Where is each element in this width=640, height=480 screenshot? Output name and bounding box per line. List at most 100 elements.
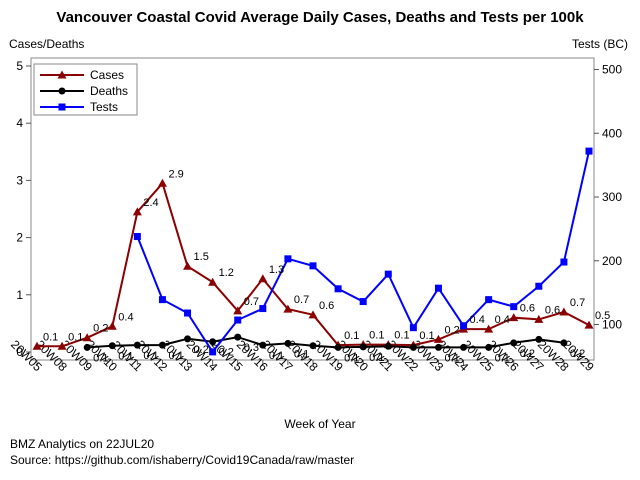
tests-point [535, 282, 543, 290]
deaths-point [158, 341, 166, 349]
tests-point [359, 298, 367, 306]
tests-point [560, 258, 568, 266]
cases-point [57, 341, 67, 350]
tests-point [334, 285, 342, 293]
footnote-source: Source: https://github.com/ishaberry/Cov… [10, 453, 355, 467]
tests-point [384, 270, 392, 278]
y-left-tick-label: 4 [16, 116, 23, 130]
cases-data-label: 2.9 [168, 168, 183, 180]
deaths-data-label: 0.2 [570, 348, 585, 360]
cases-data-label: 0.1 [43, 331, 58, 343]
cases-data-label: 1.5 [194, 251, 209, 263]
legend-deaths-marker [58, 87, 66, 95]
cases-point [132, 207, 142, 216]
cases-point [484, 324, 494, 333]
deaths-data-label: 0.3 [244, 342, 259, 354]
tests-point [510, 303, 518, 311]
deaths-data-label: 0.1 [369, 352, 384, 364]
deaths-data-label: 0.2 [520, 348, 535, 360]
tests-point [485, 296, 493, 304]
deaths-data-label: 0.1 [495, 352, 510, 364]
y-axis-left-label: Cases/Deaths [9, 37, 85, 51]
deaths-point [560, 339, 568, 347]
y-left-tick-label: 0 [16, 345, 23, 359]
y-left-tick-label: 1 [16, 288, 23, 302]
deaths-data-label: 0.1 [269, 350, 284, 362]
deaths-data-label: 0.1 [168, 350, 183, 362]
deaths-data-label: 0.1 [143, 350, 158, 362]
legend-tests-label: Tests [90, 100, 118, 114]
cases-point [107, 321, 117, 330]
tests-point [234, 316, 242, 324]
tests-point [284, 255, 292, 263]
cases-data-label: 2.4 [143, 197, 158, 209]
cases-point [258, 274, 268, 283]
tests-point [434, 284, 442, 292]
cases-data-label: 0.4 [470, 314, 485, 326]
y-right-tick-label: 200 [602, 254, 622, 268]
deaths-data-label: 0.1 [93, 352, 108, 364]
legend-deaths-label: Deaths [90, 84, 128, 98]
deaths-data-label: 0.1 [444, 352, 459, 364]
legend-cases-label: Cases [90, 68, 124, 82]
cases-data-label: 0.7 [570, 297, 585, 309]
tests-point [409, 324, 417, 332]
cases-data-label: 0.1 [369, 330, 384, 342]
cases-point [433, 334, 443, 343]
deaths-point [460, 343, 468, 351]
legend-box [33, 63, 138, 116]
tests-point [158, 296, 166, 304]
cases-point [509, 313, 519, 322]
tests-point [309, 262, 317, 270]
cases-data-label: 0.2 [444, 324, 459, 336]
cases-data-label: 0.6 [545, 304, 560, 316]
cases-point [32, 341, 42, 350]
y-left-tick-label: 5 [16, 59, 23, 73]
cases-point [82, 333, 92, 342]
tests-point [259, 305, 267, 313]
cases-data-label: 0.5 [595, 310, 610, 322]
y-left-tick-label: 3 [16, 173, 23, 187]
cases-data-label: 0.2 [93, 323, 108, 335]
footnote-credit: BMZ Analytics on 22JUL20 [10, 437, 155, 451]
y-right-tick-label: 500 [602, 63, 622, 77]
legend-tests-marker [58, 103, 66, 111]
deaths-data-label: 0.2 [194, 344, 209, 356]
deaths-line [87, 336, 565, 349]
deaths-point [384, 342, 392, 350]
deaths-point [133, 341, 141, 349]
deaths-point [409, 343, 417, 351]
y-right-tick-label: 300 [602, 190, 622, 204]
cases-point [559, 307, 569, 316]
cases-data-label: 0.1 [344, 330, 359, 342]
deaths-point [510, 339, 518, 347]
cases-point [534, 314, 544, 323]
y-axis-right-label: Tests (BC) [571, 37, 628, 51]
deaths-data-label: 0.2 [219, 347, 234, 359]
cases-data-label: 0.4 [495, 314, 510, 326]
deaths-point [209, 338, 217, 346]
cases-data-label: 0.7 [244, 296, 259, 308]
deaths-point [359, 343, 367, 351]
cases-data-label: 0.7 [294, 294, 309, 306]
cases-data-label: 0.1 [419, 330, 434, 342]
deaths-point [434, 343, 442, 351]
cases-data-label: 0.6 [520, 303, 535, 315]
tests-point [209, 348, 217, 356]
deaths-point [108, 342, 116, 350]
cases-point [183, 261, 193, 270]
deaths-data-label: 0.1 [294, 348, 309, 360]
tests-point [460, 322, 468, 330]
x-axis-label: Week of Year [284, 417, 356, 431]
deaths-point [284, 339, 292, 347]
deaths-data-label: 0.1 [344, 352, 359, 364]
cases-point [157, 178, 167, 187]
cases-point [208, 277, 218, 286]
deaths-point [259, 341, 267, 349]
cases-data-label: 1.2 [219, 267, 234, 279]
cases-data-label: 0.1 [394, 330, 409, 342]
cases-point [584, 320, 594, 329]
cases-data-label: 0.1 [68, 331, 83, 343]
deaths-point [83, 343, 91, 351]
